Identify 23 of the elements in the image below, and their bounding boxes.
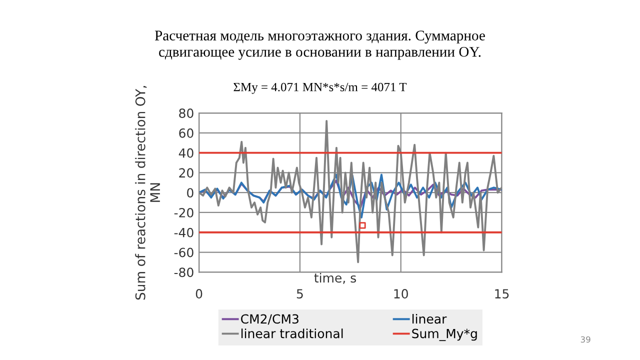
chart-subtitle: ΣMy = 4.071 MN*s*s/m = 4071 T — [234, 82, 407, 94]
legend-label: linear — [412, 314, 447, 324]
y-tick-label: 40 — [178, 148, 194, 158]
x-tick-label: 10 — [394, 289, 408, 298]
y-tick-label: -60 — [174, 248, 194, 258]
y-tick-label: -20 — [174, 208, 194, 218]
legend-label: Sum_My*g — [412, 328, 477, 342]
y-tick-label: 80 — [179, 108, 194, 118]
x-tick-label: 0 — [196, 289, 202, 298]
x-axis-title: time, s — [314, 272, 356, 284]
y-tick-label: -80 — [174, 268, 194, 278]
legend-label: linear traditional — [241, 328, 343, 338]
line-series — [199, 174, 502, 218]
legend-label: CM2/CM3 — [241, 314, 298, 325]
y-axis-title: Sum of reactions in direction OY, MN — [135, 86, 160, 300]
x-tick-label: 15 — [495, 289, 509, 298]
x-tick-label: 5 — [296, 289, 303, 298]
text: 39 — [580, 336, 590, 343]
chart-title: Расчетная модель многоэтажного здания. Суммарное сдвигающее усилие в основании в направлении OY. — [154, 30, 485, 60]
y-tick-label: 0 — [187, 188, 194, 198]
y-tick-label: -40 — [174, 228, 194, 238]
y-tick-label: 20 — [179, 168, 194, 178]
y-tick-label: 60 — [179, 128, 194, 138]
